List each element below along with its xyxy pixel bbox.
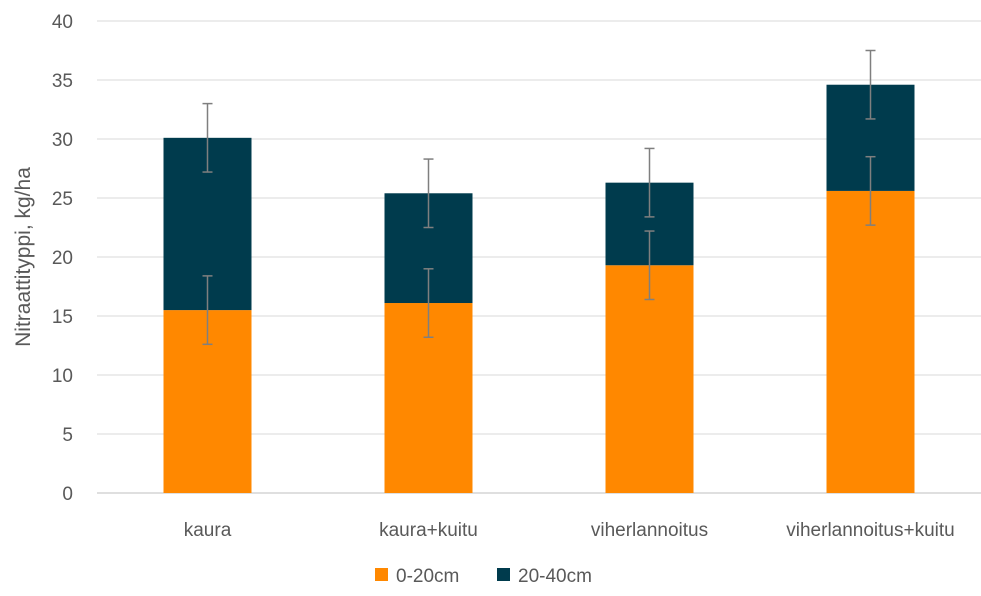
y-axis-title: Nitraattityppi, kg/ha	[12, 167, 35, 347]
legend-swatch	[375, 568, 388, 581]
x-tick-label: kaura	[184, 520, 232, 541]
legend-label: 0-20cm	[396, 566, 459, 587]
y-tick-label: 15	[52, 307, 73, 328]
y-axis-ticks: 0 5 10 15 20 25 30 35 40	[52, 12, 73, 505]
y-tick-label: 5	[62, 425, 73, 446]
legend-label: 20-40cm	[518, 566, 592, 587]
bars	[163, 84, 915, 494]
bar-0-20cm	[826, 190, 915, 494]
y-tick-label: 0	[62, 484, 73, 505]
x-tick-label: viherlannoitus	[591, 520, 708, 541]
x-tick-label: kaura+kuitu	[379, 520, 478, 541]
legend-swatch	[497, 568, 510, 581]
y-tick-label: 20	[52, 248, 73, 269]
y-tick-label: 25	[52, 189, 73, 210]
bar-0-20cm	[605, 265, 694, 493]
y-tick-label: 30	[52, 130, 73, 151]
error-bars	[202, 49, 876, 346]
y-tick-label: 40	[52, 12, 73, 33]
y-tick-label: 35	[52, 71, 73, 92]
legend: 0-20cm 20-40cm	[375, 566, 592, 587]
y-tick-label: 10	[52, 366, 73, 387]
x-tick-label: viherlannoitus+kuitu	[786, 520, 954, 541]
x-axis-ticks: kaura kaura+kuitu viherlannoitus viherlanno…	[184, 520, 955, 541]
